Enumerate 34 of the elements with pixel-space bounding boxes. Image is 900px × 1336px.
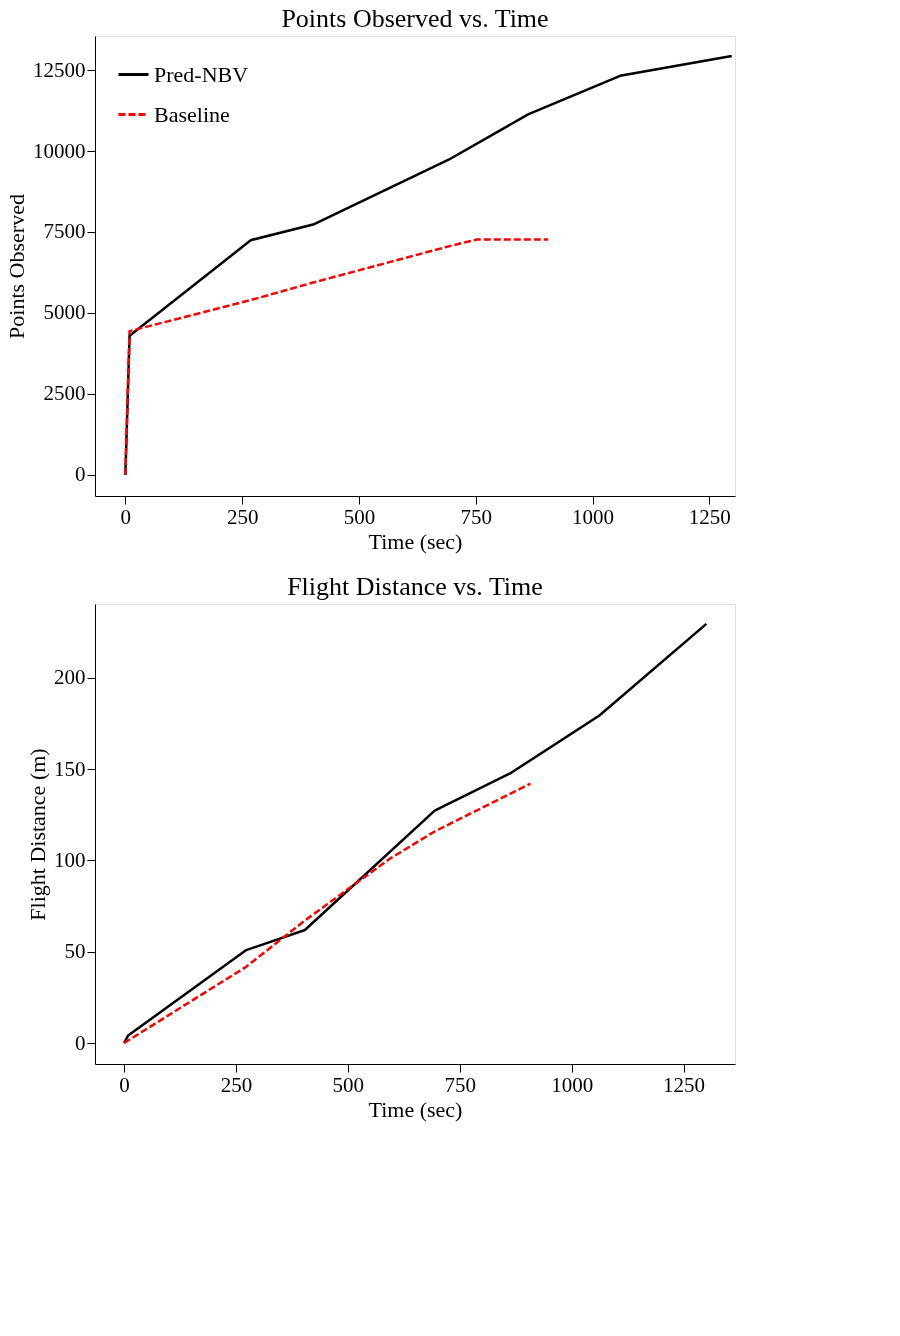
y-axis-title: Points Observed: [4, 194, 29, 339]
y-tick-label: 150: [54, 756, 86, 781]
x-tick-label: 1250: [663, 1072, 706, 1097]
x-tick-label: 0: [120, 504, 132, 529]
y-tick-label: 0: [75, 1030, 86, 1055]
y-tick-label: 2500: [43, 381, 86, 406]
x-tick-label: 250: [226, 504, 259, 529]
x-tick-label: 1000: [572, 504, 615, 529]
x-tick-label: 1000: [551, 1072, 594, 1097]
chart-title: Points Observed vs. Time: [281, 4, 549, 33]
x-tick-label: 750: [460, 504, 492, 529]
x-tick-label: 500: [332, 1072, 365, 1097]
x-tick-label: 500: [343, 504, 376, 529]
x-axis-title: Time (sec): [368, 1096, 463, 1122]
line-series: [122, 622, 708, 1045]
legend-label: Pred-NBV: [154, 61, 249, 87]
y-tick-label: 200: [54, 665, 86, 690]
y-tick-label: 100: [54, 847, 86, 872]
legend-label: Baseline: [154, 101, 230, 127]
x-axis-title: Time (sec): [368, 528, 463, 554]
chart-title: Flight Distance vs. Time: [287, 572, 543, 601]
x-tick-label: 750: [444, 1072, 477, 1097]
line-series: [124, 238, 550, 477]
y-tick-label: 5000: [43, 300, 86, 325]
x-tick-label: 0: [119, 1072, 130, 1097]
line-series: [122, 782, 532, 1045]
y-tick-label: 10000: [33, 138, 86, 163]
y-tick-label: 12500: [33, 57, 86, 82]
y-tick-label: 0: [75, 462, 86, 487]
x-tick-label: 250: [220, 1072, 253, 1097]
y-tick-label: 50: [64, 939, 86, 964]
y-axis-title: Flight Distance (m): [25, 748, 50, 921]
y-tick-label: 7500: [43, 219, 86, 244]
x-tick-label: 1250: [688, 504, 731, 529]
